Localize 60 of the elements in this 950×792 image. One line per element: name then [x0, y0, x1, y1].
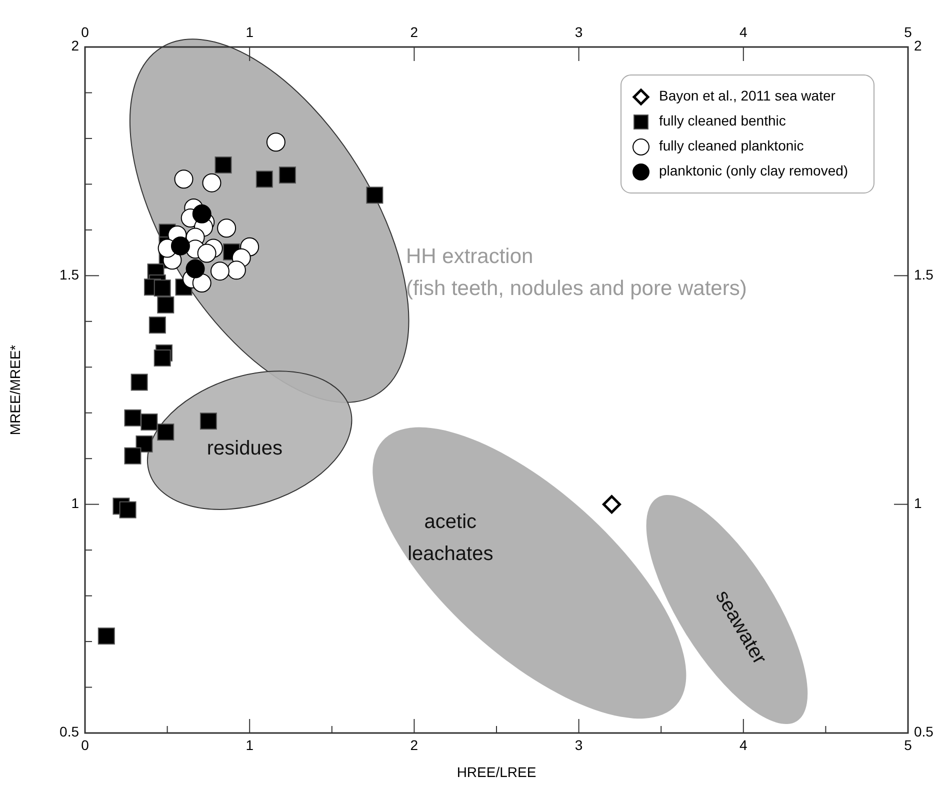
x-tick-label: 4 [740, 737, 748, 753]
point [154, 349, 171, 366]
point [217, 218, 236, 238]
point [266, 132, 286, 152]
x2-tick-label: 4 [740, 24, 748, 40]
x2-tick-label: 5 [904, 24, 912, 40]
point [278, 166, 296, 184]
annotation: acetic [424, 510, 477, 533]
y2-tick-label: 0.5 [914, 724, 934, 740]
point [174, 170, 194, 189]
x-tick-label: 1 [246, 737, 254, 753]
x2-tick-label: 0 [81, 24, 90, 40]
point [130, 374, 148, 391]
y2-tick-label: 1 [914, 495, 922, 512]
x-tick-label: 2 [410, 737, 418, 753]
point [140, 414, 158, 431]
point [602, 495, 621, 514]
point [119, 501, 136, 518]
annotation: leachates [408, 542, 494, 565]
point [202, 173, 222, 192]
point [148, 316, 166, 334]
y2-tick-label: 2 [914, 38, 922, 54]
x-tick-label: 5 [904, 737, 912, 753]
point [136, 435, 153, 452]
y-axis-title: MREE/MREE* [7, 344, 23, 436]
legend-label: fully cleaned planktonic [659, 138, 804, 154]
y-tick-label: 1.5 [60, 266, 80, 282]
point [192, 204, 212, 224]
point [226, 260, 246, 280]
x2-tick-label: 3 [574, 24, 583, 40]
x2-tick-label: 2 [410, 24, 418, 40]
point [210, 262, 230, 281]
point [124, 409, 142, 426]
point [124, 447, 142, 464]
legend-label: planktonic (only clay removed) [659, 162, 848, 179]
point [98, 628, 115, 645]
annotation: HH extraction [406, 244, 534, 268]
point [192, 273, 212, 292]
point [186, 259, 205, 278]
annotation: (fish teeth, nodules and pore waters) [406, 276, 747, 300]
annotation: residues [206, 438, 282, 460]
y-tick-label: 0.5 [60, 724, 80, 740]
y-tick-label: 1 [71, 495, 80, 512]
point [154, 280, 171, 297]
x-tick-label: 3 [574, 737, 583, 753]
legend-label: Bayon et al., 2011 sea water [659, 88, 836, 104]
point [157, 296, 174, 314]
y-tick-label: 2 [71, 38, 80, 54]
legend-label: fully cleaned benthic [659, 112, 786, 129]
point [197, 244, 216, 263]
x2-tick-label: 1 [246, 24, 254, 40]
point [170, 236, 190, 256]
point [214, 156, 232, 174]
point [157, 424, 174, 441]
point [256, 170, 273, 188]
point [366, 186, 384, 204]
point [200, 412, 217, 430]
y2-tick-label: 1.5 [914, 266, 934, 282]
x-tick-label: 0 [81, 737, 90, 753]
x-axis-title: HREE/LREE [456, 764, 536, 780]
